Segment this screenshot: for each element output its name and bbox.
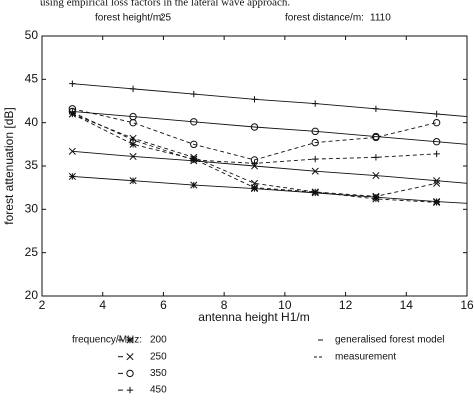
y-tick-label: 35 <box>25 158 39 172</box>
x-tick-label: 6 <box>160 298 167 312</box>
legend-marker <box>126 386 134 394</box>
marker <box>311 188 319 196</box>
marker <box>432 118 441 127</box>
parameter-label: forest height/m: <box>95 13 164 24</box>
marker <box>433 179 441 187</box>
legend-marker <box>126 353 134 361</box>
marker <box>372 192 380 200</box>
marker <box>129 140 137 148</box>
marker <box>190 140 198 149</box>
marker <box>372 195 380 203</box>
y-tick-label: 25 <box>25 245 39 259</box>
marker <box>432 138 441 146</box>
marker <box>250 179 259 187</box>
x-tick-label: 10 <box>278 298 292 312</box>
legend-marker <box>126 369 134 378</box>
model-line <box>72 175 468 204</box>
marker <box>311 167 319 175</box>
marker <box>190 156 197 164</box>
legend-label: 450 <box>150 385 167 396</box>
caption: using empirical loss factors in the late… <box>40 0 290 9</box>
legend-style: measurement <box>335 352 396 363</box>
marker <box>190 181 198 189</box>
marker <box>69 109 76 116</box>
marker <box>69 80 76 87</box>
y-axis-label: forest attenuation [dB] <box>2 107 16 224</box>
x-tick-label: 16 <box>460 298 474 312</box>
marker <box>433 150 440 158</box>
y-tick-label: 30 <box>25 202 39 216</box>
y-tick-label: 45 <box>25 72 39 86</box>
x-tick-label: 4 <box>99 298 106 312</box>
legend-label: 250 <box>150 351 167 362</box>
marker <box>129 85 137 93</box>
marker <box>68 172 76 180</box>
marker <box>372 133 380 142</box>
model-line <box>72 110 468 145</box>
parameter-value: 1110 <box>370 13 391 24</box>
marker <box>372 171 380 180</box>
parameter-value: 25 <box>160 13 172 24</box>
marker <box>129 118 137 127</box>
marker <box>190 90 197 98</box>
x-axis-label: antenna height H1/m <box>198 310 309 324</box>
marker <box>312 155 319 163</box>
marker <box>433 177 441 185</box>
x-tick-label: 8 <box>221 298 228 312</box>
marker <box>433 198 441 206</box>
marker <box>190 118 198 126</box>
legend-marker <box>126 336 134 344</box>
parameter-label: forest distance/m: <box>285 13 364 24</box>
marker <box>129 177 137 185</box>
x-tick-label: 14 <box>400 298 414 312</box>
marker <box>129 152 137 161</box>
marker <box>372 105 380 112</box>
marker <box>311 127 319 136</box>
marker <box>311 138 319 147</box>
marker <box>250 123 259 131</box>
legend-label: 200 <box>150 335 167 346</box>
y-tick-label: 40 <box>25 115 39 129</box>
marker <box>372 154 380 161</box>
legend-label: 350 <box>150 368 167 379</box>
marker <box>251 96 258 103</box>
marker <box>129 136 137 144</box>
marker <box>250 184 259 192</box>
legend-style: generalised forest model <box>335 335 445 346</box>
marker <box>433 110 440 118</box>
marker <box>251 160 258 167</box>
model-line <box>72 83 468 118</box>
y-tick-label: 50 <box>25 28 39 42</box>
marker <box>312 100 319 107</box>
x-tick-label: 12 <box>339 298 353 312</box>
marker <box>68 147 76 155</box>
x-tick-label: 2 <box>39 298 46 312</box>
measurement-line <box>72 108 437 161</box>
model-line <box>72 150 468 184</box>
legend-title: frequency/MHz: <box>72 335 142 346</box>
y-tick-label: 20 <box>25 288 39 302</box>
